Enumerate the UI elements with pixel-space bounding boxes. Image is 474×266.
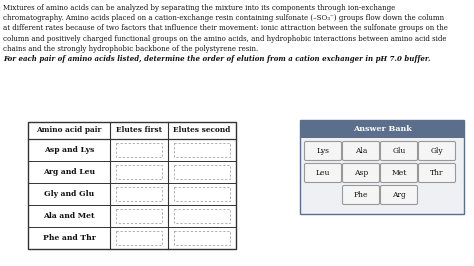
FancyBboxPatch shape — [174, 187, 230, 201]
FancyBboxPatch shape — [116, 209, 162, 223]
FancyBboxPatch shape — [174, 209, 230, 223]
Text: Elutes first: Elutes first — [116, 127, 162, 135]
Text: Amino acid pair: Amino acid pair — [36, 127, 102, 135]
Text: Asp: Asp — [354, 169, 368, 177]
Text: chains and the strongly hydrophobic backbone of the polystyrene resin.: chains and the strongly hydrophobic back… — [3, 45, 258, 53]
Bar — [28, 122, 236, 249]
FancyBboxPatch shape — [116, 187, 162, 201]
FancyBboxPatch shape — [174, 165, 230, 179]
FancyBboxPatch shape — [116, 165, 162, 179]
FancyBboxPatch shape — [419, 142, 456, 160]
Text: Answer Bank: Answer Bank — [353, 125, 411, 133]
Text: Ala: Ala — [355, 147, 367, 155]
FancyBboxPatch shape — [116, 231, 162, 246]
Bar — [300, 120, 464, 138]
FancyBboxPatch shape — [381, 164, 418, 182]
Text: For each pair of amino acids listed, determine the order of elution from a catio: For each pair of amino acids listed, det… — [3, 55, 430, 63]
FancyBboxPatch shape — [343, 142, 380, 160]
Text: Met: Met — [392, 169, 407, 177]
Text: Asp and Lys: Asp and Lys — [44, 146, 94, 154]
Text: column and positively charged functional groups on the amino acids, and hydropho: column and positively charged functional… — [3, 35, 447, 43]
Text: Gly and Glu: Gly and Glu — [44, 190, 94, 198]
FancyBboxPatch shape — [343, 164, 380, 182]
FancyBboxPatch shape — [381, 142, 418, 160]
FancyBboxPatch shape — [343, 185, 380, 205]
Text: Thr: Thr — [430, 169, 444, 177]
Text: chromatography. Amino acids placed on a cation-exchange resin containing sulfona: chromatography. Amino acids placed on a … — [3, 14, 444, 22]
Bar — [300, 120, 464, 214]
FancyBboxPatch shape — [174, 231, 230, 246]
FancyBboxPatch shape — [304, 142, 341, 160]
Text: Phe and Thr: Phe and Thr — [43, 234, 95, 242]
Text: Arg and Leu: Arg and Leu — [43, 168, 95, 176]
FancyBboxPatch shape — [116, 143, 162, 157]
FancyBboxPatch shape — [174, 143, 230, 157]
FancyBboxPatch shape — [419, 164, 456, 182]
Text: Phe: Phe — [354, 191, 368, 199]
FancyBboxPatch shape — [304, 164, 341, 182]
Text: Ala and Met: Ala and Met — [43, 212, 95, 220]
Text: Elutes second: Elutes second — [173, 127, 231, 135]
Text: Arg: Arg — [392, 191, 406, 199]
FancyBboxPatch shape — [381, 185, 418, 205]
Text: Mixtures of amino acids can be analyzed by separating the mixture into its compo: Mixtures of amino acids can be analyzed … — [3, 4, 395, 12]
Text: Leu: Leu — [316, 169, 330, 177]
Text: Gly: Gly — [431, 147, 443, 155]
Text: at different rates because of two factors that influence their movement: ionic a: at different rates because of two factor… — [3, 24, 448, 32]
Text: Lys: Lys — [317, 147, 329, 155]
Text: Glu: Glu — [392, 147, 406, 155]
